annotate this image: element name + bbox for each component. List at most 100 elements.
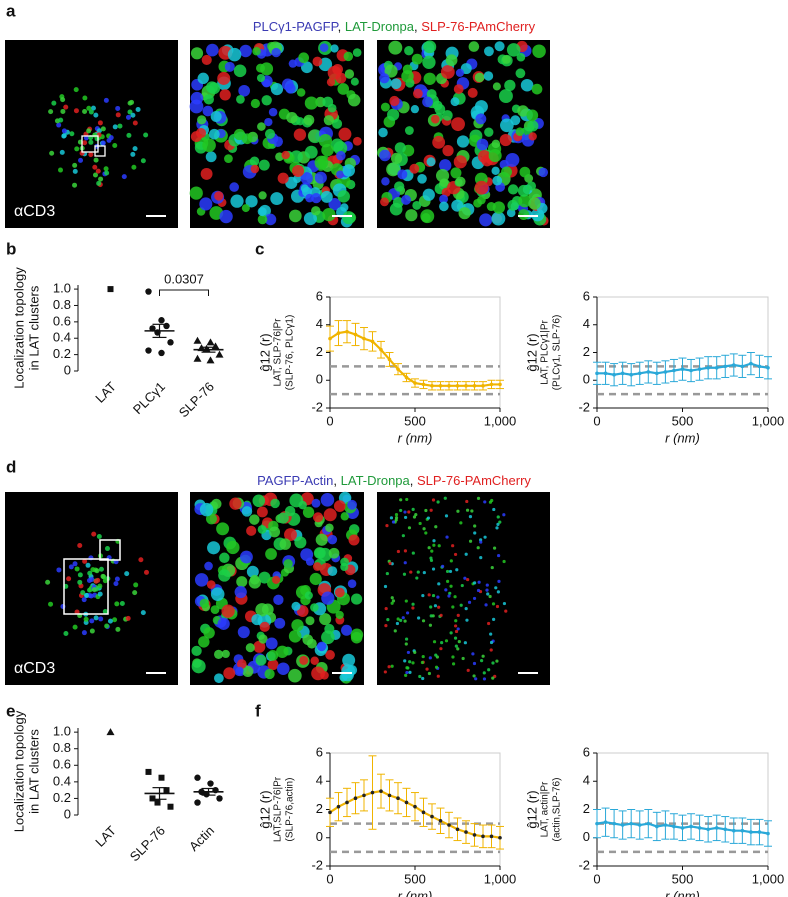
spot xyxy=(443,496,447,500)
spot xyxy=(408,670,412,674)
spot xyxy=(93,578,99,584)
spot xyxy=(389,516,394,520)
spot xyxy=(384,624,388,628)
spot xyxy=(131,164,137,170)
spot xyxy=(326,78,336,87)
spot xyxy=(465,508,470,512)
spot xyxy=(379,149,391,162)
spot xyxy=(327,65,342,80)
data-point xyxy=(447,384,451,388)
spot xyxy=(405,611,410,615)
spot xyxy=(208,128,220,140)
spot xyxy=(336,150,346,161)
spot xyxy=(96,128,102,134)
spot xyxy=(223,667,236,680)
spot xyxy=(249,514,260,525)
spot xyxy=(422,570,426,575)
spot xyxy=(315,533,328,546)
spot xyxy=(312,512,324,523)
spot xyxy=(453,624,458,628)
y-axis-label: LAT, SLP-76|Pr xyxy=(273,318,284,387)
spot xyxy=(517,184,530,197)
y-tick-label: 0 xyxy=(583,829,590,844)
spot xyxy=(72,561,78,567)
data-point xyxy=(421,382,426,387)
data-point xyxy=(732,828,736,833)
spot xyxy=(483,500,487,504)
spot xyxy=(305,616,315,626)
data-point xyxy=(167,339,174,346)
spot xyxy=(464,552,468,556)
spot xyxy=(199,502,214,517)
spot xyxy=(437,582,441,586)
spot xyxy=(298,500,307,510)
spot xyxy=(289,209,302,223)
spot xyxy=(61,133,67,139)
spot xyxy=(388,561,392,565)
y-tick-label: 2 xyxy=(316,344,323,359)
spot xyxy=(302,634,314,646)
spot xyxy=(69,131,75,137)
spot xyxy=(125,114,131,120)
data-point xyxy=(447,823,451,827)
y-tick-label: 0.2 xyxy=(53,346,71,361)
spot xyxy=(113,581,119,587)
spot xyxy=(304,96,318,110)
spot xyxy=(465,618,469,622)
spot xyxy=(81,597,87,603)
data-point xyxy=(167,803,174,810)
spot xyxy=(399,508,403,513)
spot xyxy=(98,176,104,182)
spot xyxy=(299,655,309,665)
roi-box xyxy=(81,135,99,153)
spot xyxy=(313,547,326,560)
data-point xyxy=(714,826,719,830)
spot xyxy=(426,157,436,167)
spot xyxy=(205,151,217,163)
spot xyxy=(112,142,118,148)
spot xyxy=(88,152,94,158)
spot xyxy=(203,94,214,105)
data-point xyxy=(387,793,392,798)
y-tick-label: -2 xyxy=(578,857,590,872)
spot xyxy=(253,640,266,653)
spot xyxy=(264,213,277,226)
x-tick-label: PLCγ1 xyxy=(130,379,168,417)
spot xyxy=(422,55,436,69)
spot xyxy=(207,541,221,555)
spot xyxy=(468,515,473,519)
spot xyxy=(57,167,63,173)
title-part: SLP-76-PAmCherry xyxy=(417,473,531,488)
data-point xyxy=(328,810,332,815)
spot xyxy=(230,194,244,208)
spot xyxy=(250,98,260,109)
spot xyxy=(327,534,338,545)
spot xyxy=(403,619,407,623)
x-axis-label: r (nm) xyxy=(398,888,433,897)
spot xyxy=(488,594,492,599)
spot xyxy=(472,596,477,601)
spot xyxy=(434,525,438,529)
panel-label: b xyxy=(6,239,16,258)
spot xyxy=(491,661,495,665)
data-point xyxy=(193,354,202,362)
spot xyxy=(296,88,306,97)
spot xyxy=(465,499,469,504)
data-point xyxy=(430,814,434,819)
title-part: LAT-Dronpa xyxy=(341,473,411,488)
spot xyxy=(341,624,353,636)
title-part: PLCγ1-PAGFP xyxy=(253,19,339,34)
spot xyxy=(491,602,496,606)
panel-label: c xyxy=(255,239,264,258)
spot xyxy=(258,191,267,200)
x-tick-label: 0 xyxy=(326,413,333,428)
spot xyxy=(538,167,549,178)
spot xyxy=(475,113,487,125)
spot xyxy=(276,645,289,658)
spot xyxy=(100,140,106,146)
roi-box xyxy=(63,558,109,615)
spot xyxy=(302,506,315,518)
spot xyxy=(102,578,108,584)
spot xyxy=(471,652,475,656)
spot xyxy=(411,606,415,610)
